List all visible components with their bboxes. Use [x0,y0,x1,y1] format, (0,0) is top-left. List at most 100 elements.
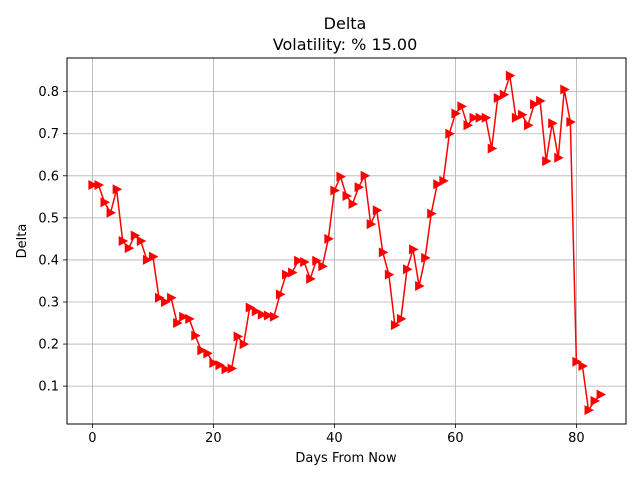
data-point-marker [300,257,310,268]
chart-subtitle: Volatility: % 15.00 [273,35,418,54]
data-point-marker [560,84,570,95]
data-point-marker [517,109,528,120]
data-point-marker [251,306,262,317]
data-point-marker [306,273,316,284]
data-point-marker [384,269,395,280]
data-point-marker [396,313,407,324]
data-point-marker [457,101,467,112]
data-point-marker [173,318,183,329]
grid-lines [67,58,626,424]
data-point-marker [154,292,165,303]
data-point-marker [185,313,195,324]
data-point-marker [530,99,540,110]
data-point-marker [288,267,298,278]
y-tick-label: 0.2 [38,338,59,353]
data-point-marker [227,363,238,374]
data-point-marker [584,405,594,416]
data-point-marker [475,112,486,123]
x-tick-label: 0 [88,431,96,446]
data-point-marker [221,364,231,375]
data-point-marker [124,243,135,254]
data-point-marker [523,120,534,131]
data-point-marker [354,182,365,193]
data-point-marker [493,92,504,103]
data-point-marker [257,309,268,320]
data-point-marker [409,244,419,255]
y-tick-label: 0.8 [38,85,59,100]
data-point-marker [112,184,123,195]
x-tick-label: 20 [205,431,222,446]
data-point-marker [366,219,377,230]
data-point-marker [348,198,359,209]
series-delta [88,70,607,416]
data-point-marker [275,289,286,300]
data-point-marker [269,311,280,322]
chart-title: Delta [324,14,367,33]
axis-ticks: 0 20 40 60 80 0.1 0.2 0.3 0.4 0.5 0.6 0.7 0.8 [38,85,584,446]
data-point-marker [167,292,177,303]
data-point-marker [421,252,431,263]
data-point-marker [481,112,492,123]
data-point-marker [191,330,201,341]
data-point-marker [130,230,141,241]
data-point-marker [499,89,510,100]
x-tick-label: 80 [568,431,585,446]
data-point-marker [330,185,340,196]
data-point-marker [106,207,117,218]
data-point-marker [179,311,189,322]
y-tick-label: 0.3 [38,296,59,311]
data-point-marker [203,348,213,359]
data-point-marker [294,255,304,266]
data-point-marker [542,156,552,167]
data-point-marker [463,120,473,131]
data-point-marker [536,95,546,106]
data-point-marker [566,116,576,127]
data-point-marker [136,236,147,246]
data-point-marker [142,254,153,265]
x-axis-label: Days From Now [295,451,397,466]
data-point-marker [590,395,601,406]
data-point-marker [360,170,371,181]
data-point-marker [215,360,225,371]
data-point-marker [263,310,274,321]
data-point-marker [342,190,352,201]
data-point-marker [511,112,522,123]
data-point-marker [148,251,159,262]
data-point-marker [390,320,401,331]
data-point-marker [487,143,498,154]
x-tick-label: 60 [447,431,464,446]
data-point-marker [88,180,98,191]
data-point-marker [451,108,461,119]
plot-frame [66,57,627,425]
data-point-marker [312,255,322,266]
data-point-marker [439,175,449,186]
data-point-marker [372,205,383,216]
data-point-marker [378,247,389,258]
y-tick-label: 0.4 [38,253,59,268]
data-point-marker [209,358,219,368]
data-point-marker [324,233,334,244]
y-axis-label: Delta [15,224,30,259]
data-point-marker [197,345,207,356]
y-tick-label: 0.6 [38,169,59,184]
data-point-marker [572,356,582,367]
data-point-marker [318,261,328,272]
data-point-marker [596,389,607,400]
data-point-marker [245,302,256,313]
x-tick-label: 40 [326,431,343,446]
data-point-marker [445,128,455,139]
y-tick-label: 0.5 [38,211,59,226]
data-point-marker [239,339,250,350]
data-point-marker [161,297,171,307]
data-point-marker [100,197,111,208]
data-point-marker [282,269,292,280]
data-point-marker [427,208,437,219]
data-point-marker [233,331,244,342]
y-tick-label: 0.7 [38,127,59,142]
data-point-marker [433,179,443,190]
data-point-marker [415,281,425,292]
data-point-marker [469,112,480,123]
data-point-marker [578,360,588,371]
data-point-marker [554,152,564,163]
